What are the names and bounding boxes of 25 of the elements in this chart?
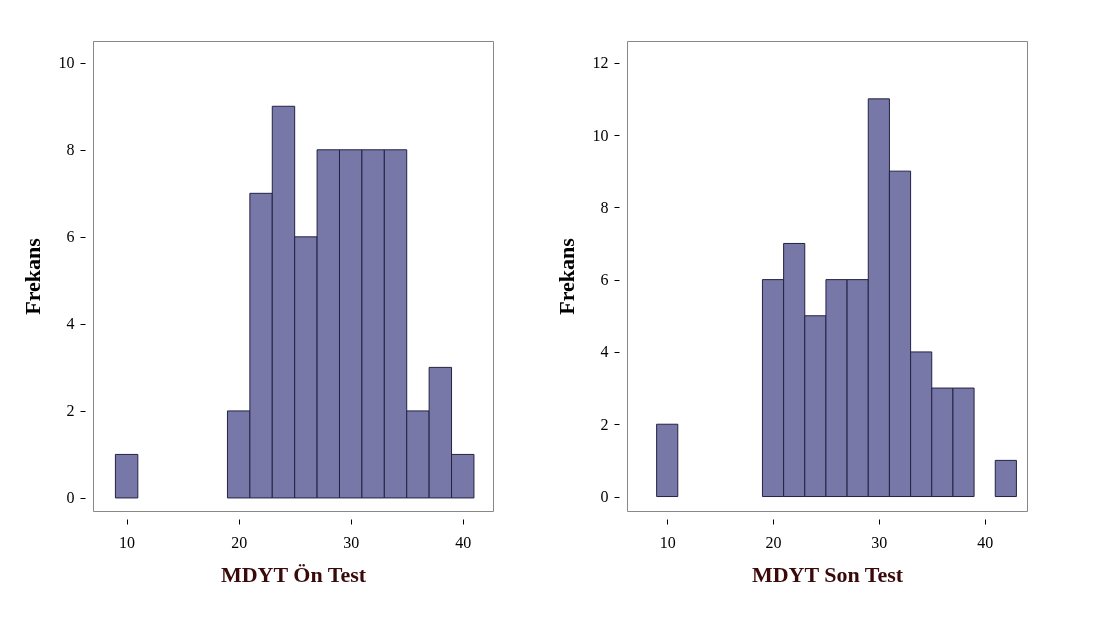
y-tick-label: 8 (66, 141, 75, 159)
x-tick-label: 10 (119, 533, 136, 551)
y-axis-title: Frekans (19, 237, 45, 315)
x-axis-title: MDYT Son Test (751, 561, 904, 587)
x-tick-label: 40 (455, 533, 472, 551)
y-tick-label: 0 (66, 489, 75, 507)
y-tick-label: 2 (600, 415, 609, 433)
x-tick-label: 20 (231, 533, 248, 551)
y-tick-label: 4 (600, 343, 609, 361)
y-tick-label: 6 (66, 228, 75, 246)
x-tick-label: 30 (871, 533, 888, 551)
x-tick-label: 40 (977, 533, 994, 551)
y-tick-label: 6 (600, 271, 609, 289)
x-tick-label: 10 (659, 533, 676, 551)
y-tick-label: 4 (66, 315, 75, 333)
y-tick-label: 0 (600, 488, 609, 506)
y-tick-label: 10 (58, 54, 75, 72)
y-tick-label: 2 (66, 402, 75, 420)
x-tick-label: 30 (343, 533, 360, 551)
y-tick-label: 10 (592, 126, 609, 144)
x-axis-title: MDYT Ön Test (220, 561, 367, 587)
y-tick-label: 8 (600, 198, 609, 216)
y-axis-title: Frekans (553, 237, 579, 315)
y-tick-label: 12 (592, 54, 609, 72)
x-tick-label: 20 (765, 533, 782, 551)
